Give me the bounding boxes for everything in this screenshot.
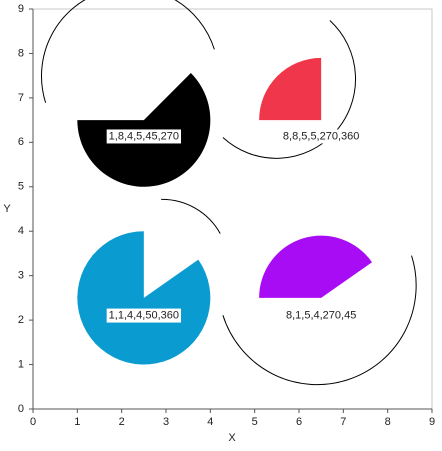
arc xyxy=(41,0,215,103)
y-tick-label: 8 xyxy=(18,47,24,59)
x-tick-label: 3 xyxy=(163,416,169,428)
x-axis-label: X xyxy=(228,432,236,444)
plot-frame xyxy=(32,8,433,410)
wedge xyxy=(259,57,322,121)
wedge xyxy=(259,235,373,298)
x-tick-label: 7 xyxy=(340,416,346,428)
label-box xyxy=(106,308,182,323)
x-tick-label: 6 xyxy=(296,416,302,428)
wedge xyxy=(77,231,211,365)
label-box xyxy=(283,308,359,323)
x-tick-label: 4 xyxy=(207,416,213,428)
y-tick-label: 6 xyxy=(18,136,24,148)
y-tick-label: 2 xyxy=(18,314,24,326)
label-box xyxy=(106,129,182,144)
x-tick-label: 2 xyxy=(119,416,125,428)
item-label: 8,8,5,5,270,360 xyxy=(283,130,359,142)
item-label: 1,8,4,5,45,270 xyxy=(109,130,179,142)
y-tick-label: 5 xyxy=(18,181,24,193)
item-label: 8,1,5,4,270,45 xyxy=(286,310,356,322)
y-tick-label: 4 xyxy=(18,225,24,237)
y-tick-label: 1 xyxy=(18,358,24,370)
y-tick-label: 3 xyxy=(18,270,24,282)
x-tick-label: 0 xyxy=(30,416,36,428)
arc xyxy=(161,198,221,234)
x-tick-label: 1 xyxy=(74,416,80,428)
item-label: 1,1,4,4,50,360 xyxy=(109,310,179,322)
y-tick-label: 0 xyxy=(18,403,24,415)
x-tick-label: 8 xyxy=(385,416,391,428)
y-axis-label: Y xyxy=(3,203,11,215)
x-tick-label: 9 xyxy=(429,416,435,428)
y-tick-label: 9 xyxy=(18,3,24,15)
x-tick-label: 5 xyxy=(252,416,258,428)
y-tick-label: 7 xyxy=(18,92,24,104)
label-box xyxy=(280,129,362,144)
arc xyxy=(222,255,417,386)
